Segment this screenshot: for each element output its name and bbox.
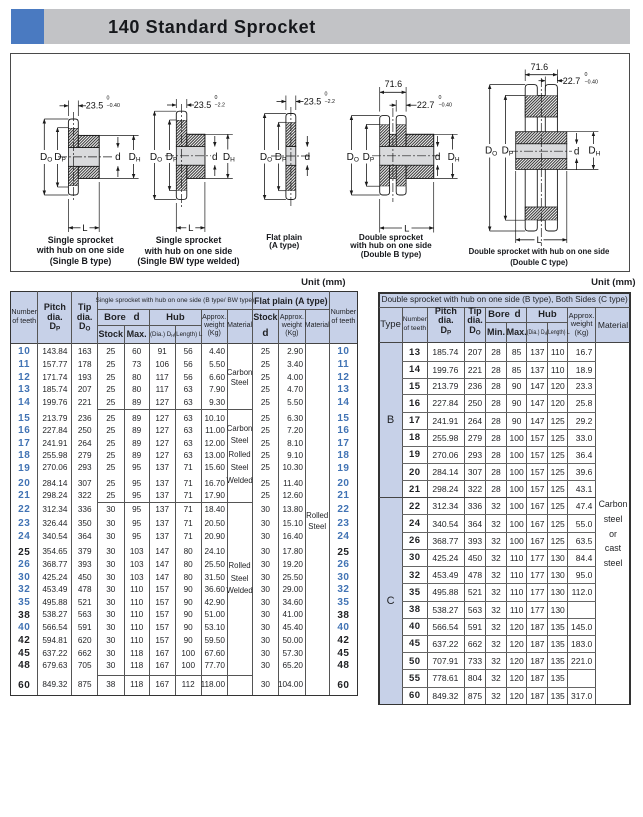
svg-text:L: L (82, 223, 87, 234)
svg-text:22.7: 22.7 (563, 76, 581, 86)
svg-text:23.5: 23.5 (304, 96, 322, 106)
svg-text:DO: DO (150, 152, 162, 164)
svg-text:L: L (536, 235, 541, 246)
svg-text:DH: DH (448, 152, 460, 164)
svg-text:−2.2: −2.2 (215, 102, 226, 108)
svg-text:0: 0 (215, 95, 218, 101)
svg-text:DP: DP (166, 152, 178, 164)
svg-text:−0.40: −0.40 (585, 80, 598, 86)
svg-text:d: d (212, 152, 218, 163)
svg-text:DP: DP (502, 146, 514, 158)
svg-text:DO: DO (40, 152, 52, 164)
svg-text:DP: DP (54, 152, 66, 164)
svg-text:DO: DO (347, 152, 359, 164)
svg-text:−0.40: −0.40 (107, 103, 120, 109)
svg-text:23.5: 23.5 (86, 101, 104, 111)
svg-text:71.6: 71.6 (385, 79, 403, 89)
svg-text:DH: DH (129, 152, 141, 164)
svg-text:DO: DO (260, 152, 272, 164)
svg-text:0: 0 (325, 91, 328, 97)
svg-text:−2.2: −2.2 (325, 99, 336, 105)
svg-text:d: d (115, 152, 121, 163)
svg-text:DH: DH (223, 152, 235, 164)
svg-text:23.5: 23.5 (194, 100, 212, 110)
svg-text:DP: DP (275, 152, 287, 164)
svg-text:d: d (305, 152, 311, 163)
svg-text:71.6: 71.6 (531, 62, 549, 72)
svg-text:DO: DO (485, 146, 497, 158)
svg-text:0: 0 (439, 95, 442, 101)
svg-text:d: d (435, 152, 441, 163)
svg-text:0: 0 (585, 72, 588, 78)
svg-text:L: L (188, 223, 193, 234)
svg-text:−0.40: −0.40 (439, 103, 452, 109)
svg-text:22.7: 22.7 (417, 100, 435, 110)
svg-text:DH: DH (588, 146, 600, 158)
svg-text:d: d (574, 146, 580, 157)
svg-text:0: 0 (107, 96, 110, 102)
svg-text:DP: DP (363, 152, 375, 164)
svg-text:L: L (404, 223, 409, 234)
